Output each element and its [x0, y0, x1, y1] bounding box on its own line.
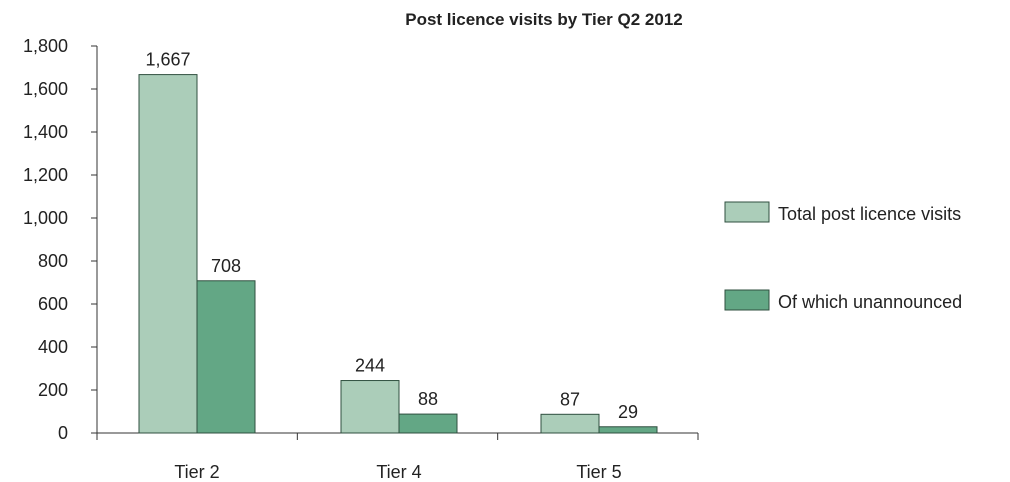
- y-tick-label: 1,200: [23, 165, 68, 185]
- legend-swatch: [724, 201, 770, 223]
- legend-label: Of which unannounced: [778, 292, 962, 312]
- x-category-label: Tier 2: [174, 462, 219, 482]
- chart-title: Post licence visits by Tier Q2 2012: [405, 10, 683, 29]
- bar: [398, 413, 458, 434]
- bar: [196, 280, 256, 434]
- x-category-label: Tier 5: [576, 462, 621, 482]
- y-tick-label: 600: [38, 294, 68, 314]
- y-tick-label: 400: [38, 337, 68, 357]
- legend-label: Total post licence visits: [778, 204, 961, 224]
- y-tick-label: 800: [38, 251, 68, 271]
- bar: [340, 380, 400, 434]
- data-label: 29: [618, 402, 638, 422]
- bars: [138, 74, 658, 434]
- x-axis: Tier 2 Tier 4 Tier 5: [96, 432, 699, 482]
- bar: [138, 74, 198, 434]
- y-tick-label: 1,600: [23, 79, 68, 99]
- data-label: 708: [211, 256, 241, 276]
- y-tick-label: 200: [38, 380, 68, 400]
- data-label: 244: [355, 356, 385, 376]
- y-tick-label: 1,800: [23, 36, 68, 56]
- bar: [540, 413, 600, 434]
- y-tick-label: 1,400: [23, 122, 68, 142]
- x-category-label: Tier 4: [376, 462, 421, 482]
- legend-swatch: [724, 289, 770, 311]
- legend: Total post licence visits Of which unanno…: [724, 201, 962, 312]
- y-tick-label: 1,000: [23, 208, 68, 228]
- data-labels: 1,667 244 87 708 88 29: [145, 50, 638, 422]
- data-label: 1,667: [145, 50, 190, 70]
- bar: [598, 426, 658, 434]
- data-label: 88: [418, 389, 438, 409]
- y-axis: 0 200 400 600 800 1,000 1,200 1,400 1,600 1,800: [23, 36, 98, 443]
- y-tick-label: 0: [58, 423, 68, 443]
- data-label: 87: [560, 389, 580, 409]
